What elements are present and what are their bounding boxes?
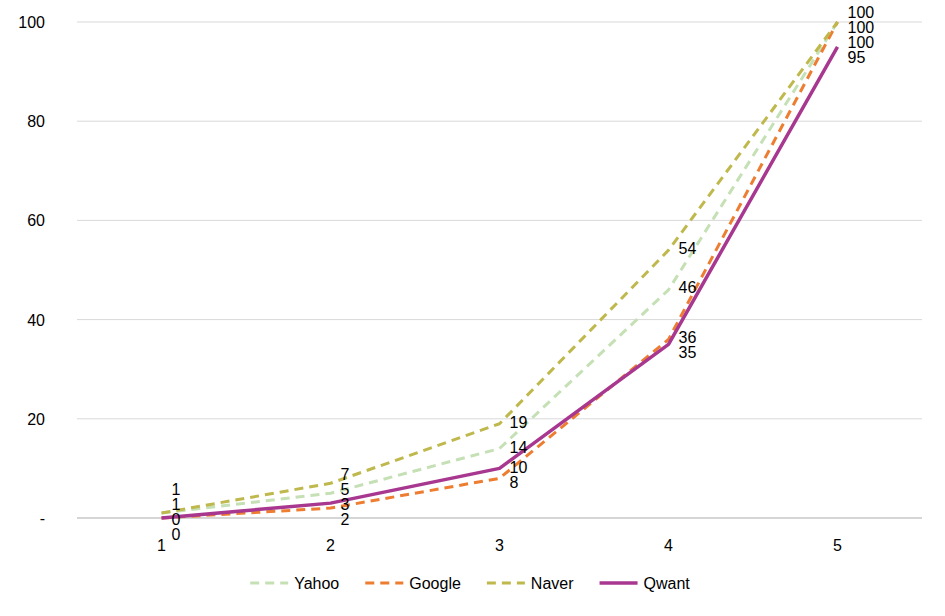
series-line — [162, 47, 838, 518]
legend-label: Yahoo — [294, 575, 339, 592]
data-label: 8 — [510, 474, 519, 491]
y-tick-label: 60 — [27, 212, 45, 229]
plot-lines — [162, 22, 838, 518]
grid-line — [77, 319, 922, 320]
legend-swatch — [487, 582, 525, 585]
grid-line — [77, 518, 922, 519]
legend-label: Google — [409, 575, 461, 592]
series-line — [162, 22, 838, 513]
data-label: 95 — [848, 49, 866, 66]
y-tick-label: 40 — [27, 312, 45, 329]
y-tick-label: 20 — [27, 411, 45, 428]
data-label: 0 — [172, 526, 181, 543]
data-label: 19 — [510, 414, 528, 431]
grid-line — [77, 418, 922, 419]
x-tick-label: 3 — [495, 537, 504, 554]
y-range-top — [77, 22, 922, 23]
x-axis — [77, 518, 922, 519]
data-label: 14 — [510, 439, 528, 456]
legend: Yahoo Google Naver Qwant — [250, 575, 690, 592]
grid-line — [77, 220, 922, 221]
data-label: 2 — [341, 511, 350, 528]
legend-swatch — [600, 581, 638, 585]
y-tick-label: 100 — [18, 14, 45, 31]
grid-line — [77, 22, 922, 23]
legend-swatch — [365, 582, 403, 585]
series-line — [162, 22, 838, 518]
x-tick-label: 2 — [326, 537, 335, 554]
legend-swatch — [250, 582, 288, 585]
y-tick-label: 80 — [27, 113, 45, 130]
x-tick-label: 5 — [833, 537, 842, 554]
data-label: 46 — [679, 279, 697, 296]
data-label: 54 — [679, 240, 697, 257]
data-label: 35 — [679, 344, 697, 361]
chart: -204060801001234511007532191410854463635… — [0, 0, 945, 616]
legend-label: Naver — [531, 575, 574, 592]
y-tick-label: - — [40, 510, 45, 527]
x-tick-label: 1 — [157, 537, 166, 554]
legend-label: Qwant — [644, 575, 691, 592]
x-tick-label: 4 — [664, 537, 673, 554]
series-line — [162, 22, 838, 513]
